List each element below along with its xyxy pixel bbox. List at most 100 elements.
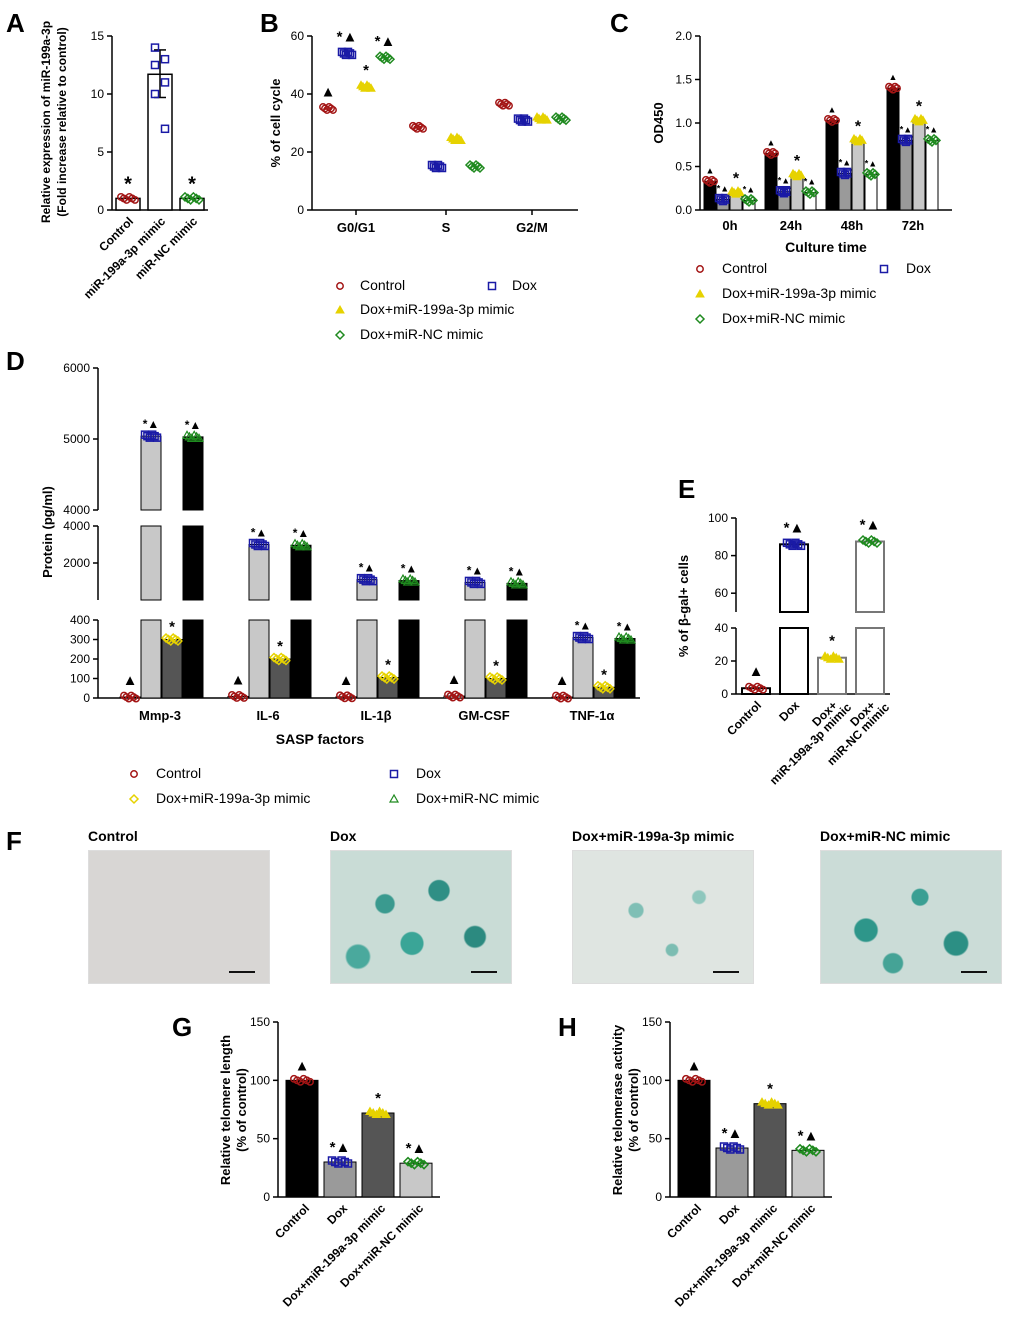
- panel-b-annotation: *▲: [337, 28, 358, 45]
- panel-c-point: [930, 135, 942, 146]
- panel-d-point: [397, 573, 409, 583]
- panel-c-y-tick-label: 0.0: [675, 203, 692, 217]
- panel-e-annotation: *▲: [860, 517, 881, 534]
- panel-d-point: [301, 541, 313, 551]
- panel-c-point: [869, 169, 881, 180]
- panel-e-point: [834, 654, 844, 663]
- panel-d-point: [258, 540, 267, 549]
- panel-d-point: [515, 578, 526, 587]
- panel-e-bar: [779, 627, 809, 695]
- panel-d-bar: [356, 619, 378, 699]
- panel-d-annotation: *▲: [575, 619, 592, 633]
- panel-d-bar: [182, 619, 204, 699]
- panel-e-low-y-tick-label: 0: [721, 687, 728, 701]
- panel-d-bar: [290, 619, 312, 699]
- panel-c-point: [747, 195, 759, 206]
- panel-c-bar: [851, 139, 865, 211]
- panel-e-bar: [855, 627, 885, 695]
- panel-d-bar: [377, 677, 399, 699]
- panel-c-annotation: *▲: [743, 184, 755, 194]
- panel-d-annotation: *: [277, 638, 283, 655]
- panel-g-y-label: (% of control): [234, 1068, 249, 1152]
- panel-g-y-tick-label: 150: [250, 1015, 270, 1029]
- panel-d-legend-marker: [389, 769, 399, 779]
- panel-a-point: [193, 194, 205, 205]
- panel-b-point: [542, 115, 552, 124]
- panel-e-y-label: % of β-gal+ cells: [676, 555, 691, 657]
- panel-b-y-label: % of cell cycle: [268, 79, 283, 168]
- panel-b-y-tick-label: 0: [297, 203, 304, 217]
- panel-d-annotation: *: [493, 658, 499, 675]
- panel-d-x-label: GM-CSF: [458, 708, 509, 723]
- panel-d-annotation: ▲: [555, 672, 570, 689]
- panel-g-x-label: Dox: [324, 1201, 350, 1227]
- panel-d-annotation: *▲: [617, 620, 634, 634]
- panel-c-y-label: OD450: [651, 102, 666, 143]
- panel-d-bar: [140, 525, 162, 601]
- panel-b-point: [521, 115, 531, 125]
- panel-a-y-tick-label: 15: [91, 29, 105, 43]
- panel-label-f: F: [6, 826, 22, 856]
- panel-e-bar: [817, 656, 847, 696]
- panel-d-annotation: *▲: [509, 564, 526, 578]
- panel-label-e: E: [678, 474, 696, 504]
- panel-e-low-y-tick-label: 20: [715, 654, 729, 668]
- panel-g-bar: [285, 1079, 319, 1198]
- panel-d-bar: [140, 619, 162, 699]
- panel-h-bar: [791, 1149, 825, 1198]
- panel-h-annotation: ▲: [687, 1057, 702, 1074]
- panel-b-point: [523, 117, 533, 126]
- panel-c-annotation: *▲: [865, 158, 877, 168]
- micrograph-title-dox: Dox: [330, 828, 357, 844]
- panel-g-bar: [361, 1112, 395, 1198]
- panel-d-x-title: SASP factors: [276, 731, 365, 747]
- panel-c-x-label: 48h: [841, 218, 863, 233]
- panel-c-point: [743, 196, 755, 207]
- panel-c-legend-label: Dox+miR-NC mimic: [722, 310, 845, 326]
- panel-b-annotation: *: [363, 62, 369, 79]
- panel-a-y-tick-label: 5: [97, 145, 104, 159]
- panel-e-high-y-tick-label: 60: [715, 586, 729, 600]
- panel-h-bar: [715, 1147, 749, 1198]
- panel-d-point: [405, 573, 416, 583]
- panel-h-point: [773, 1100, 783, 1109]
- panel-d-bot-y-tick-label: 300: [70, 633, 90, 647]
- panel-c-annotation: *▲: [804, 177, 816, 187]
- panel-a-point: [131, 195, 139, 204]
- panel-e-bar: [855, 540, 885, 613]
- panel-d-annotation: *▲: [143, 417, 160, 431]
- panel-c-bar: [912, 119, 926, 211]
- panel-d-mid-y-tick-label: 4000: [63, 519, 90, 533]
- panel-d-bar: [140, 435, 162, 511]
- panel-c-annotation: *▲: [839, 157, 851, 167]
- panel-c-annotation: ▲: [767, 137, 776, 147]
- panel-d-bot-y-tick-label: 200: [70, 652, 90, 666]
- panel-g-point: [381, 1109, 391, 1118]
- panel-b-point: [366, 83, 376, 92]
- panel-d-mid-y-tick-label: 2000: [63, 556, 90, 570]
- panel-b-point: [329, 106, 337, 114]
- panel-c-annotation: *: [855, 118, 862, 135]
- panel-d-bar: [464, 619, 486, 699]
- panel-c-bar: [790, 174, 804, 211]
- panel-g-point: [418, 1159, 430, 1170]
- panel-d-bot-y-tick-label: 0: [83, 691, 90, 705]
- panel-g-bar: [399, 1162, 433, 1198]
- panel-b-point: [437, 163, 447, 173]
- panel-d-point: [597, 683, 608, 694]
- panel-d-point: [613, 631, 625, 641]
- panel-a-point: [150, 89, 160, 99]
- panel-g-point: [343, 1159, 353, 1168]
- panel-h-annotation: *▲: [798, 1127, 819, 1144]
- micrograph-title-control: Control: [88, 828, 138, 844]
- panel-d-point: [513, 576, 524, 586]
- panel-d-bar: [506, 619, 528, 699]
- panel-h-annotation: *▲: [722, 1125, 743, 1142]
- panel-d-bar: [572, 637, 594, 699]
- panel-b-point: [345, 49, 355, 58]
- micrograph-title-mimic: Dox+miR-199a-3p mimic: [572, 828, 735, 844]
- panel-c-point: [926, 136, 938, 147]
- panel-d-annotation: *: [601, 666, 607, 683]
- panel-a-point: [160, 54, 170, 64]
- panel-d-annotation: *▲: [251, 526, 268, 540]
